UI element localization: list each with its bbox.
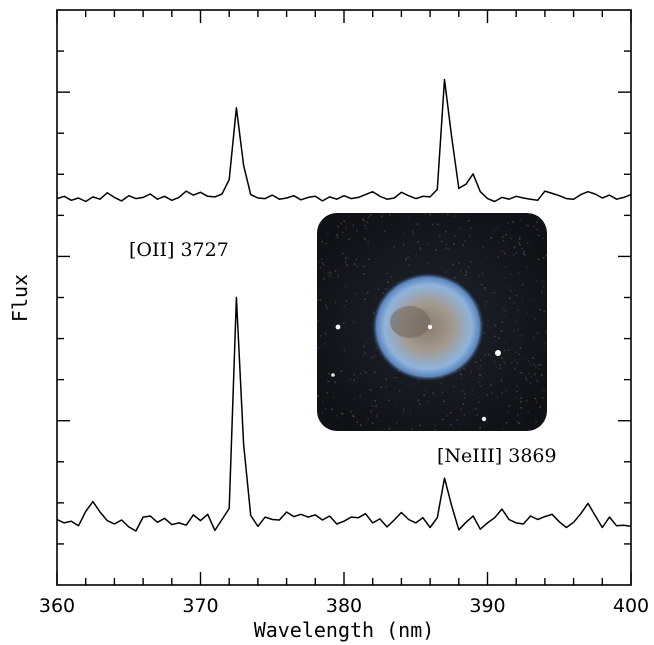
x-tick-label: 400 (613, 595, 649, 617)
lower-spectrum-line (56, 296, 632, 532)
annotation-neiii: [NeIII] 3869 (437, 445, 557, 467)
axis-ticks (56, 10, 632, 585)
x-tick-labels: 360 370 380 390 400 (39, 595, 649, 617)
x-axis-title: Wavelength (nm) (254, 618, 435, 642)
field-star (331, 373, 335, 377)
field-star (495, 350, 501, 356)
x-tick-label: 360 (39, 595, 75, 617)
field-star (335, 324, 341, 330)
nebula-inset-image (317, 213, 547, 431)
upper-spectrum-line (56, 78, 632, 203)
central-star (427, 324, 433, 330)
field-star (481, 416, 487, 422)
x-tick-label: 380 (326, 595, 362, 617)
y-axis-title: Flux (8, 274, 32, 322)
x-tick-label: 370 (182, 595, 218, 617)
spectrum-series (56, 78, 632, 532)
annotation-oii: [OII] 3727 (129, 239, 229, 261)
x-tick-label: 390 (469, 595, 505, 617)
